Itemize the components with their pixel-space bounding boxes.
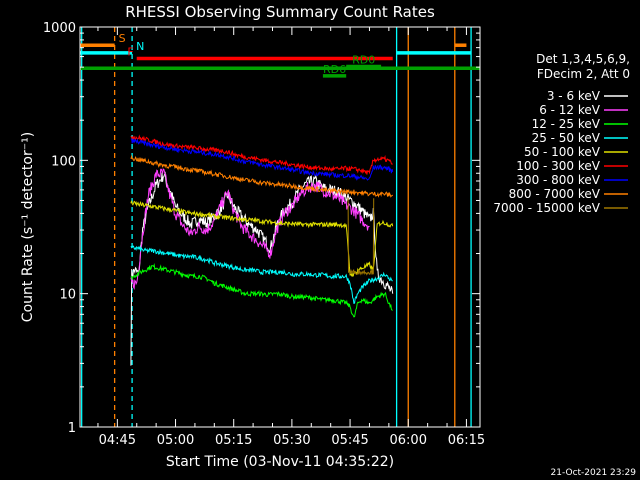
- legend-item-label: 6 - 12 keV: [539, 103, 601, 117]
- legend-header-line-2: FDecim 2, Att 0: [537, 67, 630, 81]
- y-tick-label: 100: [51, 154, 76, 169]
- x-tick-label: 05:30: [273, 433, 310, 448]
- vertical-markers: [81, 27, 472, 427]
- legend-item-label: 12 - 25 keV: [532, 117, 601, 131]
- x-tick-label: 05:00: [157, 433, 194, 448]
- legend-item-label: 3 - 6 keV: [547, 89, 601, 103]
- legend-item-label: 300 - 800 keV: [516, 173, 600, 187]
- legend: Det 1,3,4,5,6,9, FDecim 2, Att 0 3 - 6 k…: [493, 52, 630, 215]
- chart-title: RHESSI Observing Summary Count Rates: [125, 3, 435, 21]
- legend-item-label: 7000 - 15000 keV: [493, 201, 600, 215]
- flag-label: S: [119, 32, 126, 45]
- series-line: [347, 197, 375, 276]
- x-tick-label: 05:45: [331, 433, 368, 448]
- plot-frame: [79, 26, 481, 428]
- footer-timestamp: 21-Oct-2021 23:29: [551, 468, 637, 478]
- series-line: [130, 171, 394, 366]
- x-tick-label: 06:00: [390, 433, 427, 448]
- x-tick-label: 06:15: [448, 433, 485, 448]
- flag-label: F: [127, 46, 133, 59]
- x-axis-label: Start Time (03-Nov-11 04:35:22): [166, 454, 394, 470]
- series-line: [130, 168, 370, 290]
- series-line: [130, 200, 394, 277]
- x-tick-label: 05:15: [215, 433, 252, 448]
- y-tick-label: 1: [68, 421, 76, 436]
- annotation-flags: SNFRD0RD6: [80, 32, 480, 78]
- legend-item-label: 800 - 7000 keV: [509, 187, 601, 201]
- x-tick-label: 04:45: [99, 433, 136, 448]
- legend-item-label: 100 - 300 keV: [516, 159, 600, 173]
- series-line: [130, 137, 394, 181]
- series-line: [130, 134, 393, 175]
- legend-item-label: 25 - 50 keV: [532, 131, 601, 145]
- legend-header-line-1: Det 1,3,4,5,6,9,: [536, 52, 630, 66]
- flag-label: RD0: [352, 54, 375, 67]
- y-tick-label: 10: [59, 288, 76, 303]
- y-axis-label: Count Rate (s⁻¹ detector⁻¹): [20, 132, 36, 322]
- legend-item-label: 50 - 100 keV: [524, 145, 601, 159]
- x-axis-ticks: 04:45 05:00 05:15 05:30 05:45 06:00 06:15: [97, 27, 485, 448]
- data-series: [130, 134, 394, 366]
- series-line: [130, 244, 393, 304]
- flag-label: N: [136, 40, 144, 53]
- y-axis-ticks: 1 10 100 1000: [43, 21, 480, 436]
- series-line: [130, 262, 393, 318]
- y-tick-label: 1000: [43, 21, 76, 36]
- series-line: [130, 154, 394, 198]
